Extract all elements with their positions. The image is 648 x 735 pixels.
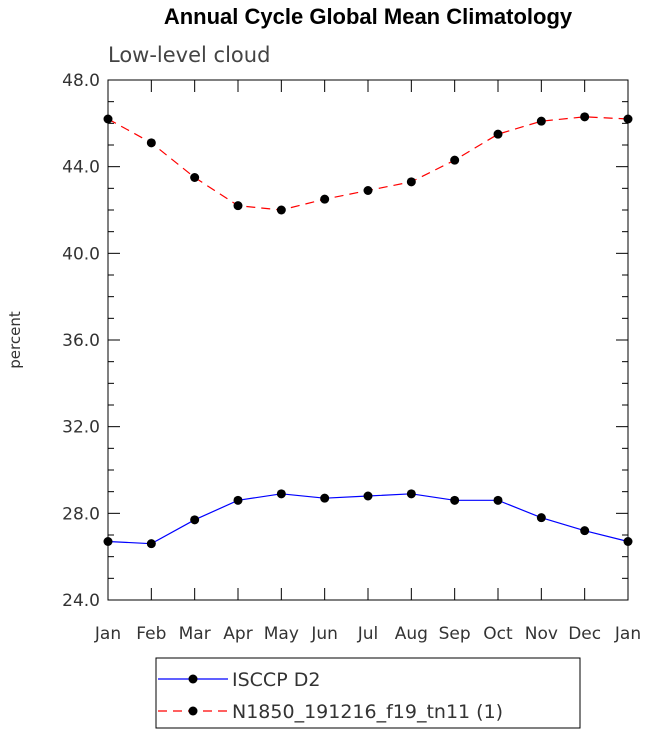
data-point (580, 112, 590, 122)
data-point (623, 114, 633, 124)
x-tick-label: Oct (483, 624, 513, 644)
data-point (623, 537, 633, 546)
data-point (320, 194, 330, 204)
x-tick-label: Jun (310, 624, 338, 644)
y-axis-label: percent (6, 311, 24, 369)
x-tick-label: Jan (614, 624, 641, 644)
x-tick-label: Nov (525, 624, 558, 644)
data-point (536, 513, 546, 523)
x-tick-label: Sep (439, 624, 471, 644)
x-tick-label: Feb (136, 624, 166, 644)
y-tick-label: 28.0 (62, 504, 100, 524)
data-point (103, 114, 113, 124)
plot-frame (107, 79, 629, 601)
data-point (103, 537, 113, 546)
x-tick-label: May (264, 624, 299, 644)
data-point (276, 205, 286, 215)
legend-box (155, 657, 581, 729)
data-point (233, 495, 243, 505)
legend-marker-isccp (188, 674, 198, 684)
x-tick-label: Dec (568, 624, 601, 644)
y-tick-label: 36.0 (62, 331, 100, 351)
y-tick-label: 48.0 (62, 71, 100, 91)
legend-marker-model (188, 706, 198, 716)
data-point (406, 177, 416, 187)
data-point (146, 138, 156, 148)
data-point (276, 489, 286, 499)
data-point (536, 116, 546, 126)
data-point (233, 201, 243, 211)
series-group (103, 112, 633, 549)
x-tick-label: Jul (357, 624, 379, 644)
y-tick-label: 24.0 (62, 591, 100, 611)
data-point (580, 526, 590, 536)
y-tick-label: 32.0 (62, 418, 100, 438)
data-point (146, 539, 156, 549)
data-point (363, 186, 373, 195)
x-tick-label: Jan (94, 624, 121, 644)
x-tick-label: Apr (223, 624, 252, 644)
data-point (363, 491, 373, 501)
series-line-0 (107, 493, 629, 545)
data-point (493, 495, 503, 505)
y-tick-label: 40.0 (62, 244, 100, 264)
data-point (406, 489, 416, 499)
legend-label-model: N1850_191216_f19_tn11 (1) (232, 701, 503, 723)
data-point (190, 515, 200, 525)
y-tick-label: 44.0 (62, 158, 100, 178)
data-point (450, 495, 460, 505)
chart-title: Annual Cycle Global Mean Climatology (164, 4, 573, 29)
x-tick-label: Aug (395, 624, 428, 644)
data-point (493, 129, 503, 139)
x-tick-label: Mar (179, 624, 211, 644)
axis-ticks: Jan Feb Mar Apr May Jun Jul Aug Sep Oct Nov Dec Jan 2… (62, 71, 641, 644)
series-line-1 (107, 116, 629, 211)
data-point (450, 155, 460, 165)
chart-subtitle: Low-level cloud (108, 43, 270, 67)
data-point (320, 493, 330, 503)
data-point (190, 173, 200, 182)
legend-label-isccp: ISCCP D2 (232, 669, 320, 691)
legend: ISCCP D2 N1850_191216_f19_tn11 (1) (155, 657, 581, 729)
